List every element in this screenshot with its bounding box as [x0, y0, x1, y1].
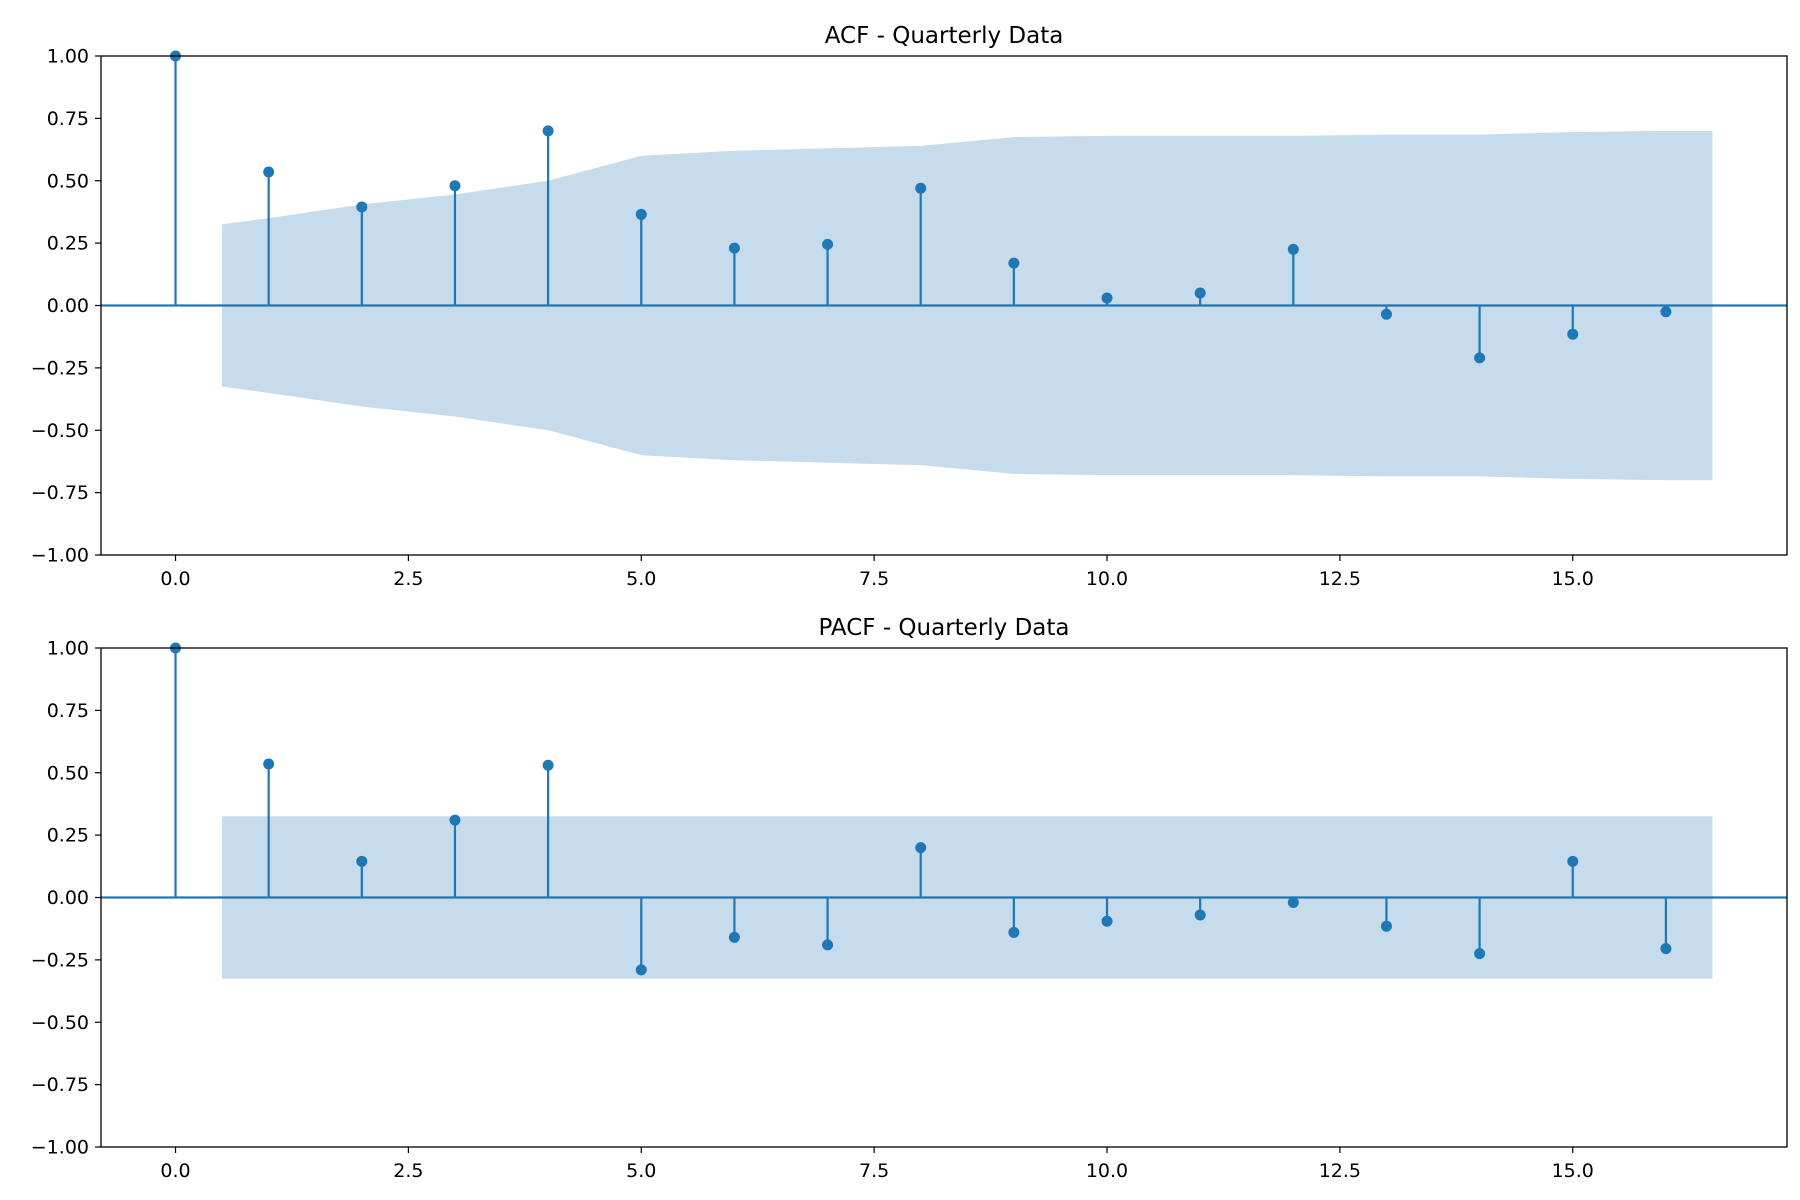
pacf-ytick-label: −0.50: [31, 1012, 89, 1034]
pacf-point-lag-15: [1567, 855, 1579, 867]
pacf-point-lag-1: [263, 758, 275, 770]
pacf-point-lag-16: [1660, 943, 1672, 955]
pacf-point-lag-14: [1474, 948, 1486, 960]
pacf-point-lag-2: [356, 855, 368, 867]
acf-point-lag-15: [1567, 328, 1579, 340]
acf-point-lag-2: [356, 201, 368, 213]
acf-point-lag-4: [542, 125, 554, 137]
acf-title: ACF - Quarterly Data: [825, 23, 1064, 49]
acf-ytick-label: 0.25: [47, 233, 89, 255]
acf-ytick-label: 0.50: [47, 170, 89, 192]
pacf-xtick-label: 15.0: [1552, 1160, 1594, 1182]
pacf-point-lag-4: [542, 759, 554, 771]
pacf-point-lag-5: [635, 964, 647, 976]
pacf-ytick-label: 0.50: [47, 762, 89, 784]
acf-ytick-label: 0.00: [47, 295, 89, 317]
pacf-point-lag-9: [1008, 926, 1020, 938]
pacf-title: PACF - Quarterly Data: [818, 615, 1069, 641]
acf-point-lag-16: [1660, 306, 1672, 318]
acf-xtick-label: 10.0: [1086, 568, 1128, 590]
pacf-ytick-label: 0.75: [47, 700, 89, 722]
acf-point-lag-8: [915, 182, 927, 194]
acf-panel: −1.00 −0.75 −0.50 −0.25 0.00 0.25 0.50 0.75 1.00…: [31, 23, 1788, 590]
pacf-xtick-label: 10.0: [1086, 1160, 1128, 1182]
acf-xtick-label: 12.5: [1319, 568, 1361, 590]
pacf-point-lag-13: [1380, 920, 1392, 932]
acf-ytick-label: −0.75: [31, 482, 89, 504]
pacf-xtick-label: 7.5: [859, 1160, 889, 1182]
acf-point-lag-13: [1380, 308, 1392, 320]
acf-point-lag-10: [1101, 292, 1113, 304]
acf-point-lag-9: [1008, 257, 1020, 269]
pacf-ytick-label: −0.25: [31, 949, 89, 971]
pacf-point-lag-7: [822, 939, 834, 951]
acf-point-lag-1: [263, 166, 275, 178]
pacf-ytick-label: −0.75: [31, 1074, 89, 1096]
pacf-point-lag-8: [915, 842, 927, 854]
acf-ytick-label: 0.75: [47, 108, 89, 130]
acf-point-lag-3: [449, 180, 461, 192]
pacf-panel: −1.00 −0.75 −0.50 −0.25 0.00 0.25 0.50 0.75 1.00…: [31, 615, 1788, 1182]
acf-xtick-label: 5.0: [626, 568, 656, 590]
pacf-point-lag-3: [449, 814, 461, 826]
pacf-xtick-label: 2.5: [393, 1160, 423, 1182]
acf-xtick-label: 2.5: [393, 568, 423, 590]
pacf-xtick-label: 0.0: [160, 1160, 190, 1182]
acf-xtick-label: 15.0: [1552, 568, 1594, 590]
pacf-point-lag-11: [1194, 909, 1206, 921]
pacf-ytick-label: 0.00: [47, 887, 89, 909]
acf-point-lag-14: [1474, 352, 1486, 364]
pacf-point-lag-12: [1287, 896, 1299, 908]
acf-point-lag-7: [822, 238, 834, 250]
acf-ytick-label: −0.50: [31, 420, 89, 442]
pacf-xtick-label: 5.0: [626, 1160, 656, 1182]
acf-point-lag-6: [728, 242, 740, 254]
acf-point-lag-12: [1287, 243, 1299, 255]
pacf-point-lag-6: [728, 931, 740, 943]
pacf-point-lag-10: [1101, 915, 1113, 927]
acf-xtick-label: 7.5: [859, 568, 889, 590]
acf-point-lag-5: [635, 208, 647, 220]
acf-point-lag-11: [1194, 287, 1206, 299]
acf-xtick-label: 0.0: [160, 568, 190, 590]
pacf-ytick-label: −1.00: [31, 1137, 89, 1159]
pacf-ytick-label: 1.00: [47, 638, 89, 660]
acf-ytick-label: −0.25: [31, 357, 89, 379]
acf-ytick-label: 1.00: [47, 46, 89, 68]
pacf-ytick-label: 0.25: [47, 825, 89, 847]
pacf-xtick-label: 12.5: [1319, 1160, 1361, 1182]
acf-ytick-label: −1.00: [31, 545, 89, 567]
